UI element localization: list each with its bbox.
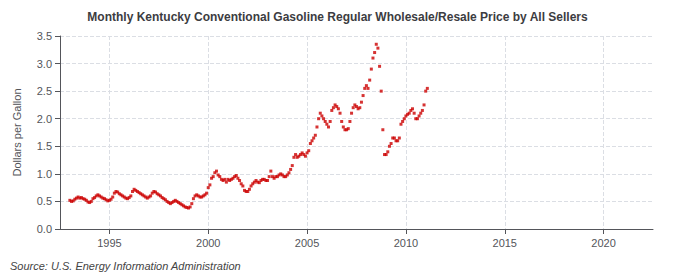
svg-text:2020: 2020 — [591, 237, 615, 249]
svg-text:2005: 2005 — [295, 237, 319, 249]
svg-text:0.0: 0.0 — [37, 223, 52, 235]
svg-text:Source: U.S. Energy Informatio: Source: U.S. Energy Information Administ… — [10, 260, 241, 272]
svg-text:Monthly Kentucky Conventional: Monthly Kentucky Conventional Gasoline R… — [87, 10, 588, 24]
svg-text:1.5: 1.5 — [37, 140, 52, 152]
svg-text:0.5: 0.5 — [37, 195, 52, 207]
svg-text:2000: 2000 — [196, 237, 220, 249]
svg-text:3.5: 3.5 — [37, 30, 52, 42]
svg-text:2.5: 2.5 — [37, 85, 52, 97]
svg-text:2010: 2010 — [394, 237, 418, 249]
svg-text:2.0: 2.0 — [37, 113, 52, 125]
svg-text:1.0: 1.0 — [37, 168, 52, 180]
svg-text:2015: 2015 — [493, 237, 517, 249]
svg-text:3.0: 3.0 — [37, 58, 52, 70]
svg-text:Dollars per Gallon: Dollars per Gallon — [11, 88, 23, 176]
svg-text:1995: 1995 — [97, 237, 121, 249]
